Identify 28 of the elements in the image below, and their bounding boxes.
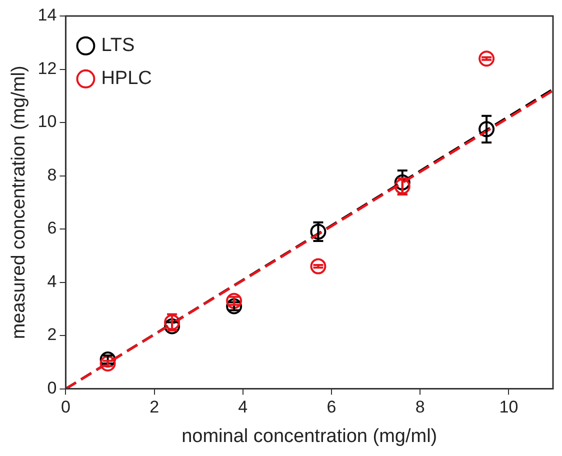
y-axis-title: measured concentration (mg/ml) — [8, 66, 30, 340]
y-tick-label: 0 — [47, 378, 57, 398]
legend-label: LTS — [101, 35, 135, 56]
x-tick-label: 8 — [415, 398, 425, 417]
y-tick-label: 14 — [38, 6, 57, 25]
point — [100, 356, 116, 372]
y-tick-label: 2 — [47, 325, 57, 344]
y-tick-label: 8 — [47, 165, 57, 184]
x-tick-label: 4 — [238, 398, 248, 417]
point — [100, 352, 116, 368]
y-tick-label: 10 — [38, 112, 57, 132]
legend-label: HPLC — [101, 68, 152, 90]
y-tick-label: 6 — [47, 218, 57, 238]
point — [226, 298, 242, 314]
y-tick-label: 12 — [38, 58, 57, 78]
x-tick-label: 10 — [499, 398, 518, 417]
point — [164, 318, 180, 334]
point — [478, 50, 495, 67]
x-axis-title: nominal concentration (mg/ml) — [182, 426, 438, 447]
point — [394, 174, 410, 190]
x-tick-label: 0 — [60, 398, 70, 417]
x-tick-label: 6 — [326, 398, 336, 417]
point — [310, 258, 326, 274]
point — [226, 292, 242, 309]
x-tick-label: 2 — [150, 398, 160, 417]
point — [478, 121, 495, 138]
y-tick-label: 4 — [47, 272, 57, 291]
point — [310, 224, 326, 240]
